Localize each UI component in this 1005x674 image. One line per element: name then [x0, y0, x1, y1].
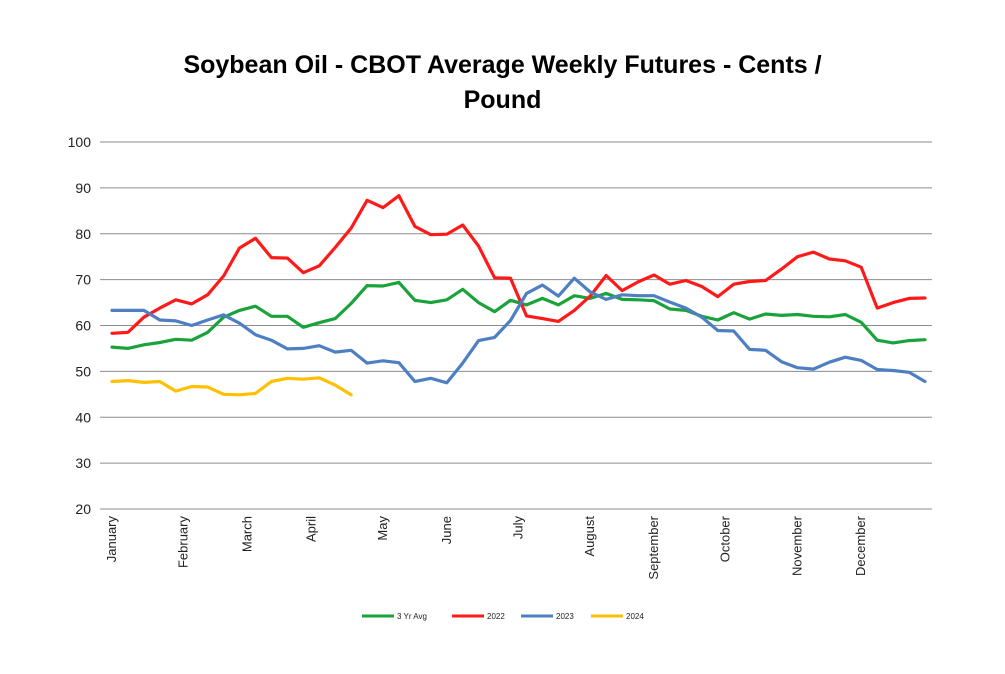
series-line-2022: [110, 194, 927, 335]
legend-label: 2024: [626, 612, 644, 621]
legend-label: 3 Yr Avg: [397, 612, 427, 621]
y-tick-label: 70: [75, 272, 91, 288]
y-tick-label: 100: [68, 134, 92, 150]
x-tick-label-february: February: [176, 516, 191, 569]
x-tick-label-june: June: [439, 516, 454, 544]
chart-title-line-1: Soybean Oil - CBOT Average Weekly Future…: [183, 51, 822, 79]
y-tick-label: 40: [75, 409, 91, 425]
gridlines: [100, 141, 932, 510]
series-line-2024: [110, 376, 353, 397]
chart-title-line-2: Pound: [463, 86, 542, 114]
x-tick-label-april: April: [303, 516, 318, 542]
legend: 3 Yr Avg 2022 2023 2024: [362, 612, 644, 621]
y-tick-label: 20: [75, 501, 91, 517]
y-tick-label: 30: [75, 455, 91, 471]
legend-label: 2023: [556, 612, 574, 621]
x-axis-month-labels: January February March April May June July Augu…: [104, 515, 868, 579]
x-tick-label-december: December: [853, 515, 868, 576]
series-line-2023: [110, 276, 927, 385]
x-tick-label-may: May: [375, 516, 390, 541]
y-axis-ticks: 20 30 40 50 60 70 80 90 100: [68, 134, 92, 517]
x-tick-label-march: March: [240, 516, 255, 552]
series-lines: [110, 194, 927, 397]
x-tick-label-september: September: [646, 515, 661, 579]
series-line-3-yr-avg: [110, 280, 927, 350]
x-tick-label-july: July: [511, 516, 526, 540]
x-tick-label-january: January: [104, 516, 119, 563]
y-tick-label: 50: [75, 363, 91, 379]
legend-label: 2022: [487, 612, 505, 621]
x-tick-label-october: October: [718, 515, 733, 562]
y-tick-label: 90: [75, 180, 91, 196]
y-tick-label: 60: [75, 318, 91, 334]
y-tick-label: 80: [75, 226, 91, 242]
x-tick-label-november: November: [789, 515, 804, 576]
x-tick-label-august: August: [582, 516, 597, 557]
chart-title: Soybean Oil - CBOT Average Weekly Future…: [0, 48, 1005, 118]
